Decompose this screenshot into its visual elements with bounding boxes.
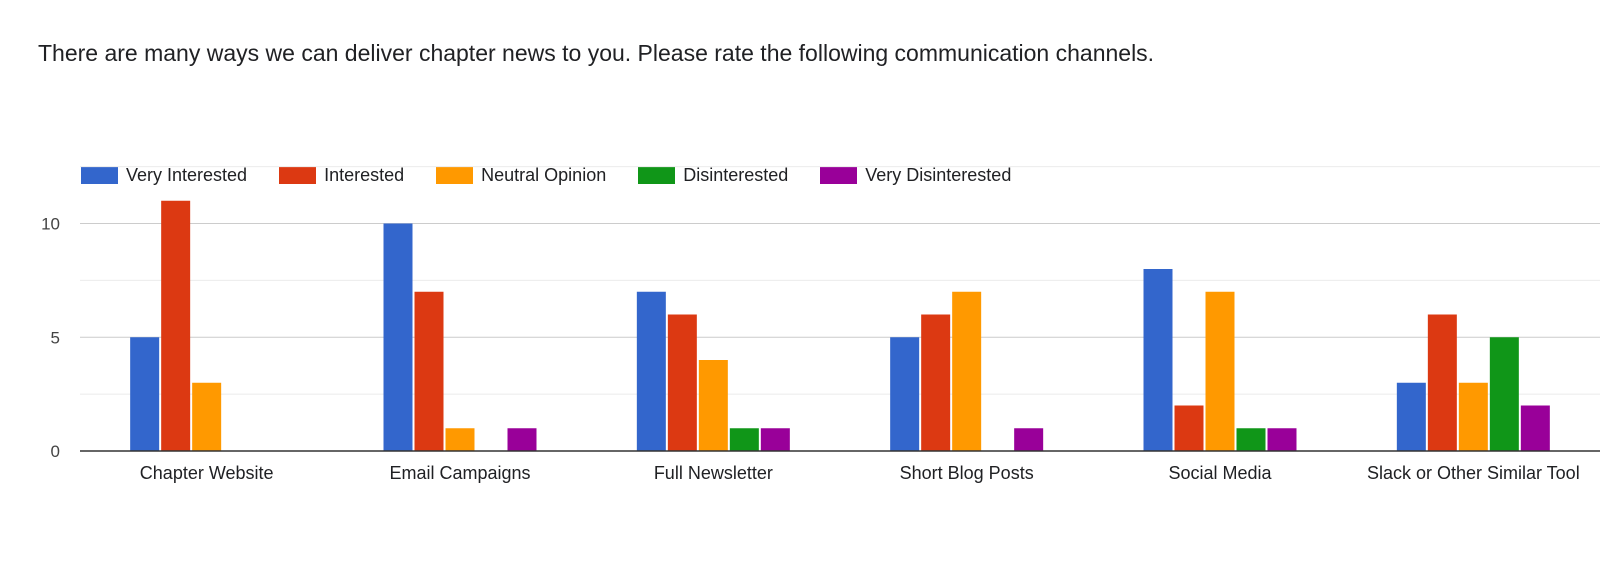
gridlines xyxy=(80,166,1600,395)
bar xyxy=(667,314,697,451)
bar xyxy=(161,200,191,451)
legend-item-very-disinterested[interactable]: Very Disinterested xyxy=(820,165,1011,186)
bar xyxy=(952,291,982,451)
x-tick-label: Short Blog Posts xyxy=(900,463,1034,483)
legend-label-interested: Interested xyxy=(324,164,405,185)
bar xyxy=(130,337,160,451)
legend-item-very-interested[interactable]: Very Interested xyxy=(81,165,247,186)
bar xyxy=(1427,314,1457,451)
bar xyxy=(921,314,951,451)
bar xyxy=(890,337,920,451)
bar xyxy=(507,428,537,451)
bar xyxy=(1236,428,1266,451)
bar xyxy=(698,360,728,451)
bar xyxy=(1174,405,1204,451)
bar xyxy=(1267,428,1297,451)
legend-item-interested[interactable]: Interested xyxy=(279,165,404,186)
bar xyxy=(1489,337,1519,451)
legend-swatch-interested xyxy=(279,166,317,184)
bar xyxy=(1396,382,1426,451)
legend-label-very-interested: Very Interested xyxy=(126,164,248,185)
x-tick-label: Slack or Other Similar Tool xyxy=(1367,463,1580,483)
y-tick-label: 0 xyxy=(51,442,60,461)
x-tick-label: Social Media xyxy=(1168,463,1272,483)
legend-swatch-very-disinterested xyxy=(820,166,858,184)
axes: 0 5 10 Chapter Website Email Campaigns Full N… xyxy=(41,215,1600,483)
bar xyxy=(636,291,666,451)
bar xyxy=(1458,382,1488,451)
chart-legend: Very Interested Interested Neutral Opini… xyxy=(81,163,1043,187)
legend-item-neutral-opinion[interactable]: Neutral Opinion xyxy=(436,165,606,186)
chart-title: There are many ways we can deliver chapt… xyxy=(38,40,1155,66)
bar xyxy=(1205,291,1235,451)
legend-label-disinterested: Disinterested xyxy=(683,164,789,185)
bar xyxy=(445,428,475,451)
x-tick-label: Email Campaigns xyxy=(389,463,530,483)
y-tick-label: 5 xyxy=(51,328,60,347)
legend-swatch-very-interested xyxy=(81,166,118,184)
bar xyxy=(1014,428,1044,451)
legend-label-very-disinterested: Very Disinterested xyxy=(865,164,1012,185)
bar xyxy=(760,428,790,451)
legend-item-disinterested[interactable]: Disinterested xyxy=(638,165,788,186)
bar xyxy=(1143,269,1173,451)
bars xyxy=(130,200,1550,451)
legend-swatch-neutral-opinion xyxy=(436,166,474,184)
legend-swatch-disinterested xyxy=(638,166,676,184)
x-tick-label: Full Newsletter xyxy=(654,463,773,483)
bar xyxy=(414,291,444,451)
x-tick-label: Chapter Website xyxy=(140,463,274,483)
legend-label-neutral-opinion: Neutral Opinion xyxy=(481,164,607,185)
y-tick-label: 10 xyxy=(41,215,60,234)
bar xyxy=(383,223,413,451)
bar xyxy=(192,382,222,451)
bar xyxy=(1520,405,1550,451)
bar xyxy=(729,428,759,451)
